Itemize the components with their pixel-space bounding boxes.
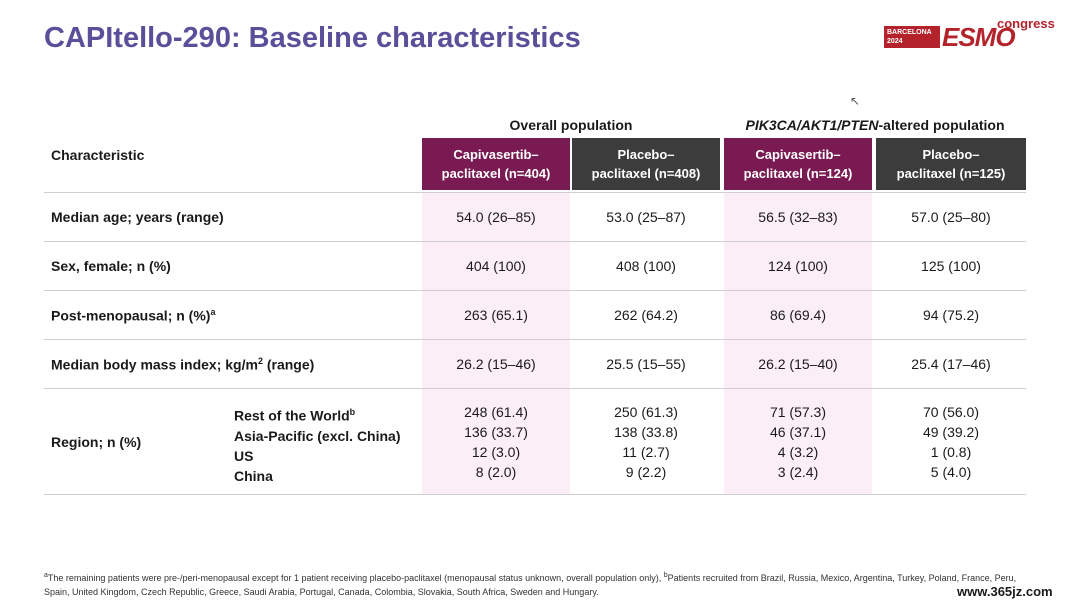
region-values-col2: 250 (61.3) 138 (33.8) 11 (2.7) 9 (2.2) [614, 404, 678, 480]
region-name: US [234, 447, 254, 464]
table-cell: 57.0 (25–80) [911, 209, 991, 225]
table-cell: 25.4 (17–46) [911, 356, 991, 372]
row-label: Sex, female; n (%) [51, 258, 171, 274]
region-values-col3: 71 (57.3) 46 (37.1) 4 (3.2) 3 (2.4) [769, 404, 827, 480]
column-header-placebo-altered: Placebo– paclitaxel (n=125) [876, 138, 1026, 190]
column-header-capivasertib-overall: Capivasertib– paclitaxel (n=404) [422, 138, 570, 190]
table-cell: 263 (65.1) [464, 307, 528, 323]
table-cell: 56.5 (32–83) [758, 209, 838, 225]
group-header-altered-suffix: -altered population [878, 117, 1005, 133]
table-cell: 125 (100) [921, 258, 981, 274]
logo-city-block: BARCELONA 2024 [884, 26, 940, 48]
table-cell: 26.2 (15–40) [758, 356, 838, 372]
slide-title: CAPItello-290: Baseline characteristics [44, 22, 581, 54]
row-label: Median age; years (range) [51, 209, 224, 225]
row-label: Post-menopausal; n (%)a [51, 307, 216, 324]
logo-city: BARCELONA [887, 29, 932, 36]
group-header-altered: PIK3CA/AKT1/PTEN-altered population [722, 117, 1028, 133]
region-name: Rest of the Worldb [234, 407, 356, 424]
table-cell: 262 (64.2) [614, 307, 678, 323]
group-header-altered-genes: PIK3CA/AKT1/PTEN [745, 117, 879, 133]
watermark: www.365jz.com [957, 584, 1053, 599]
esmo-congress-logo: BARCELONA 2024 ESMO congress [884, 16, 1055, 54]
table-row: Post-menopausal; n (%)a 263 (65.1) 262 (… [44, 290, 1026, 339]
table-cell: 408 (100) [616, 258, 676, 274]
group-header-overall: Overall population [509, 117, 633, 133]
row-label: Region; n (%) [51, 434, 142, 450]
table-cell: 94 (75.2) [922, 307, 980, 323]
footnote: aThe remaining patients were pre-/peri-m… [44, 572, 1017, 597]
table-row: Sex, female; n (%) 404 (100) 408 (100) 1… [44, 241, 1026, 290]
region-name: China [234, 467, 273, 484]
logo-suffix: congress [997, 16, 1055, 31]
row-label: Median body mass index; kg/m2 (range) [51, 356, 315, 373]
table-bottom-border [44, 494, 1026, 495]
table-cell: 25.5 (15–55) [606, 356, 686, 372]
table-row-region: Region; n (%) Rest of the Worldb Asia-Pa… [44, 388, 1026, 495]
region-values-col1: 248 (61.4) 136 (33.7) 12 (3.0) 8 (2.0) [464, 404, 528, 480]
region-name: Asia-Pacific (excl. China) [234, 427, 401, 444]
column-shade-capivasertib-overall [422, 192, 570, 494]
table-cell: 86 (69.4) [769, 307, 827, 323]
mouse-cursor-icon: ↖ [850, 94, 861, 108]
table-cell: 54.0 (26–85) [456, 209, 536, 225]
column-header-placebo-overall: Placebo– paclitaxel (n=408) [572, 138, 720, 190]
region-subcategories: Rest of the Worldb Asia-Pacific (excl. C… [234, 402, 401, 486]
column-header-capivasertib-altered: Capivasertib– paclitaxel (n=124) [724, 138, 872, 190]
table-cell: 404 (100) [466, 258, 526, 274]
table-cell: 124 (100) [768, 258, 828, 274]
table-cell: 53.0 (25–87) [606, 209, 686, 225]
table-cell: 26.2 (15–46) [456, 356, 536, 372]
region-values-col4: 70 (56.0) 49 (39.2) 1 (0.8) 5 (4.0) [922, 404, 980, 480]
characteristic-header: Characteristic [51, 147, 145, 163]
logo-year: 2024 [887, 38, 903, 45]
column-shade-capivasertib-altered [724, 192, 872, 494]
table-row: Median body mass index; kg/m2 (range) 26… [44, 339, 1026, 388]
logo-brand: ESMO [942, 22, 1016, 52]
table-row: Median age; years (range) 54.0 (26–85) 5… [44, 192, 1026, 241]
